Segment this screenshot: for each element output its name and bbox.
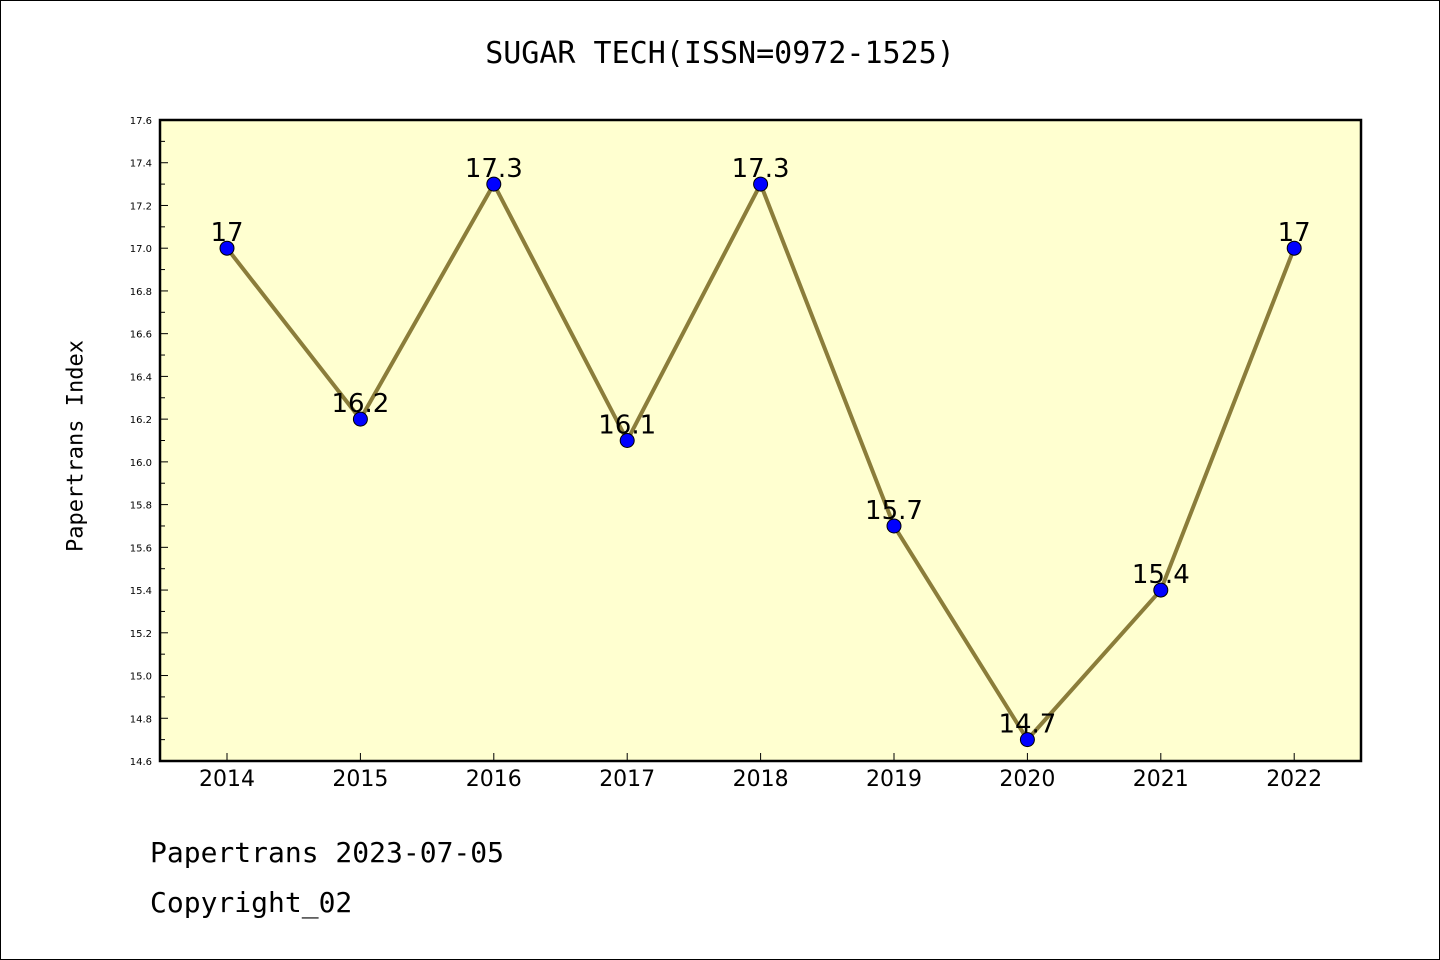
y-tick-label: 15.6 [130,543,152,554]
y-tick-label: 14.6 [130,757,152,768]
plot-area [160,120,1361,761]
data-label: 17 [210,218,243,248]
y-tick-label: 17.6 [130,116,152,127]
y-tick-label: 17.4 [130,159,152,170]
data-point [1286,240,1302,256]
x-tick-label: 2014 [199,767,255,792]
y-tick-label: 16.4 [130,372,152,383]
data-point [1153,582,1169,598]
data-label: 17 [1278,218,1311,248]
footer-copyright: Copyright_02 [150,886,353,919]
x-tick-label: 2015 [332,767,388,792]
y-tick-label: 17.2 [130,201,152,212]
data-label: 16.1 [598,411,656,441]
y-tick-label: 16.2 [130,415,152,426]
y-tick-label: 15.4 [130,586,152,597]
x-tick-label: 2016 [466,767,522,792]
x-tick-label: 2017 [599,767,655,792]
data-point [219,240,235,256]
x-tick-label: 2021 [1133,767,1189,792]
data-point [753,176,769,192]
plot-border [158,118,1363,763]
y-tick-label: 17.0 [130,244,152,255]
y-tick-label: 14.8 [130,714,152,725]
y-tick-label: 16.6 [130,330,152,341]
data-label: 15.7 [865,496,923,526]
data-point [886,518,902,534]
y-tick-label: 15.0 [130,672,152,683]
y-tick-label: 16.8 [130,287,152,298]
chart-title: SUGAR TECH(ISSN=0972-1525) [485,36,955,71]
data-label: 17.3 [732,154,790,184]
data-point [486,176,502,192]
footer-date: Papertrans 2023-07-05 [150,836,505,869]
data-point [352,411,368,427]
data-label: 17.3 [465,154,523,184]
data-label: 16.2 [331,389,389,419]
x-tick-label: 2019 [866,767,922,792]
data-label: 14.7 [998,710,1056,740]
data-label: 15.4 [1132,560,1190,590]
x-tick-label: 2022 [1266,767,1322,792]
data-point [1019,732,1035,748]
y-tick-label: 15.2 [130,629,152,640]
x-tick-label: 2018 [733,767,789,792]
x-tick-label: 2020 [999,767,1055,792]
y-tick-label: 15.8 [130,501,152,512]
data-point [619,433,635,448]
y-tick-label: 16.0 [130,458,152,469]
